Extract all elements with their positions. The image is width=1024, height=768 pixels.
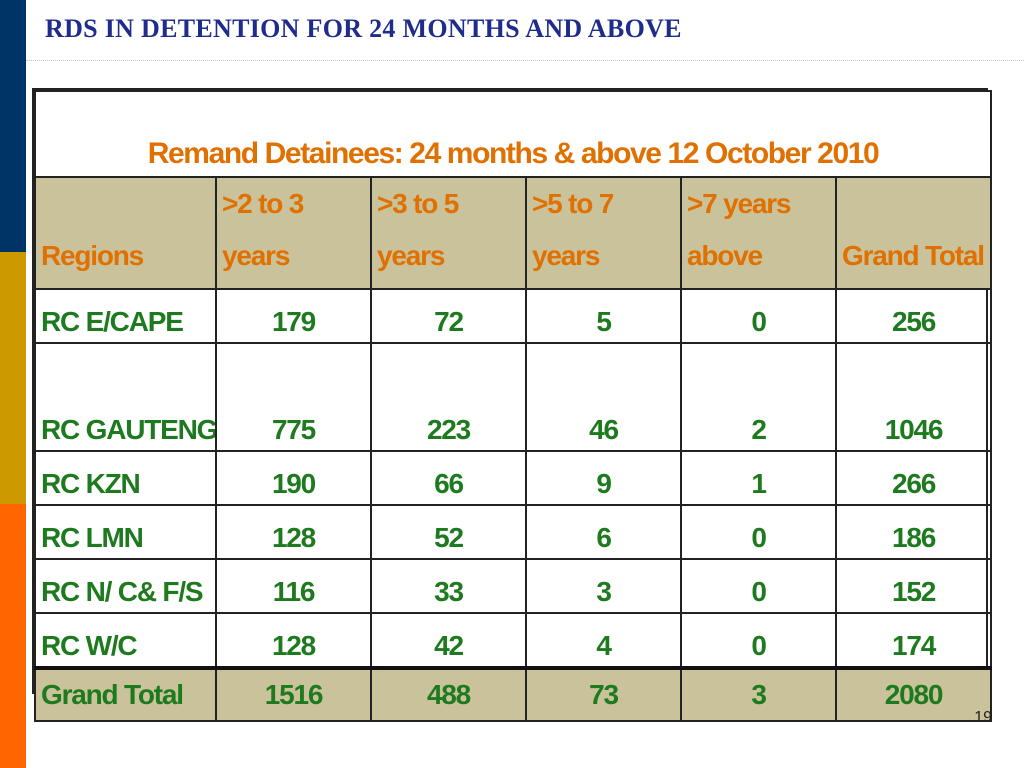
region-cell: RC E/CAPE (34, 288, 217, 344)
value-cell: 52 (370, 504, 527, 560)
table-row: RC GAUTENG 775 223 46 2 1046 (34, 342, 993, 452)
value-cell: 33 (370, 558, 527, 614)
table-row: RC N/ C& F/S 116 33 3 0 152 (34, 558, 993, 614)
value-cell: 46 (525, 342, 682, 452)
value-cell: 190 (215, 450, 372, 506)
region-cell: RC KZN (34, 450, 217, 506)
value-cell: 186 (834, 504, 993, 560)
value-cell: 128 (215, 612, 372, 669)
column-header: >5 to 7 years (525, 176, 682, 290)
region-cell: RC W/C (34, 612, 217, 669)
value-cell: 3 (525, 558, 682, 614)
accent-bar-orange (0, 504, 26, 768)
column-header-line2: years (377, 240, 445, 271)
value-cell: 72 (370, 288, 527, 344)
table-row: RC KZN 190 66 9 1 266 (34, 450, 993, 506)
column-header-line2: years (222, 240, 290, 271)
table-row: RC LMN 128 52 6 0 186 (34, 504, 993, 560)
table-row: RC E/CAPE 179 72 5 0 256 (34, 288, 993, 344)
grand-total-row: Grand Total 1516 488 73 3 2080 (34, 666, 993, 722)
grand-total-value: 73 (525, 666, 682, 722)
column-header-line1: >5 to 7 (532, 188, 614, 219)
column-header-line2: Regions (41, 240, 144, 271)
region-cell: RC LMN (34, 504, 217, 560)
column-header: >7 years above (680, 176, 837, 290)
column-header: >2 to 3 years (215, 176, 372, 290)
value-cell: 256 (834, 288, 993, 344)
detainees-table-frame: Remand Detainees: 24 months & above 12 O… (32, 88, 993, 722)
value-cell: 9 (525, 450, 682, 506)
value-cell: 0 (680, 288, 837, 344)
region-cell: RC GAUTENG (34, 342, 217, 452)
column-header-line1: >2 to 3 (222, 188, 304, 219)
region-cell: RC N/ C& F/S (34, 558, 217, 614)
column-header-line2: Grand Total (842, 240, 985, 271)
column-header: >3 to 5 years (370, 176, 527, 290)
column-header-line2: years (532, 240, 600, 271)
table-caption-row: Remand Detainees: 24 months & above 12 O… (33, 90, 993, 178)
detainees-table: Remand Detainees: 24 months & above 12 O… (33, 90, 993, 722)
page-number: 19 (974, 709, 992, 726)
value-cell: 0 (680, 612, 837, 669)
value-cell: 42 (370, 612, 527, 669)
grand-total-value: 488 (370, 666, 527, 722)
table-header-row: Regions >2 to 3 years >3 to 5 years >5 to 7 ye… (34, 176, 993, 290)
value-cell: 266 (834, 450, 993, 506)
value-cell: 174 (834, 612, 993, 669)
value-cell: 0 (680, 504, 837, 560)
accent-bar-navy (0, 0, 26, 252)
value-cell: 152 (834, 558, 993, 614)
table-row: RC W/C 128 42 4 0 174 (34, 612, 993, 669)
title-divider (26, 60, 1024, 61)
grand-total-label: Grand Total (34, 666, 217, 722)
grand-total-value: 2080 (834, 666, 993, 722)
slide-title: RDS IN DETENTION FOR 24 MONTHS AND ABOVE (45, 14, 682, 43)
value-cell: 6 (525, 504, 682, 560)
table-caption: Remand Detainees: 24 months & above 12 O… (33, 90, 993, 178)
grand-total-value: 3 (680, 666, 837, 722)
column-header: Regions (34, 176, 217, 290)
value-cell: 0 (680, 558, 837, 614)
value-cell: 5 (525, 288, 682, 344)
value-cell: 128 (215, 504, 372, 560)
accent-bar-gold (0, 252, 26, 504)
column-header: Grand Total (834, 176, 993, 290)
value-cell: 2 (680, 342, 837, 452)
column-header-line1: >3 to 5 (377, 188, 459, 219)
value-cell: 4 (525, 612, 682, 669)
value-cell: 1 (680, 450, 837, 506)
value-cell: 223 (370, 342, 527, 452)
value-cell: 116 (215, 558, 372, 614)
column-header-line1: >7 years (687, 188, 791, 219)
value-cell: 775 (215, 342, 372, 452)
value-cell: 1046 (834, 342, 993, 452)
value-cell: 66 (370, 450, 527, 506)
grand-total-value: 1516 (215, 666, 372, 722)
column-header-line2: above (687, 240, 763, 271)
value-cell: 179 (215, 288, 372, 344)
